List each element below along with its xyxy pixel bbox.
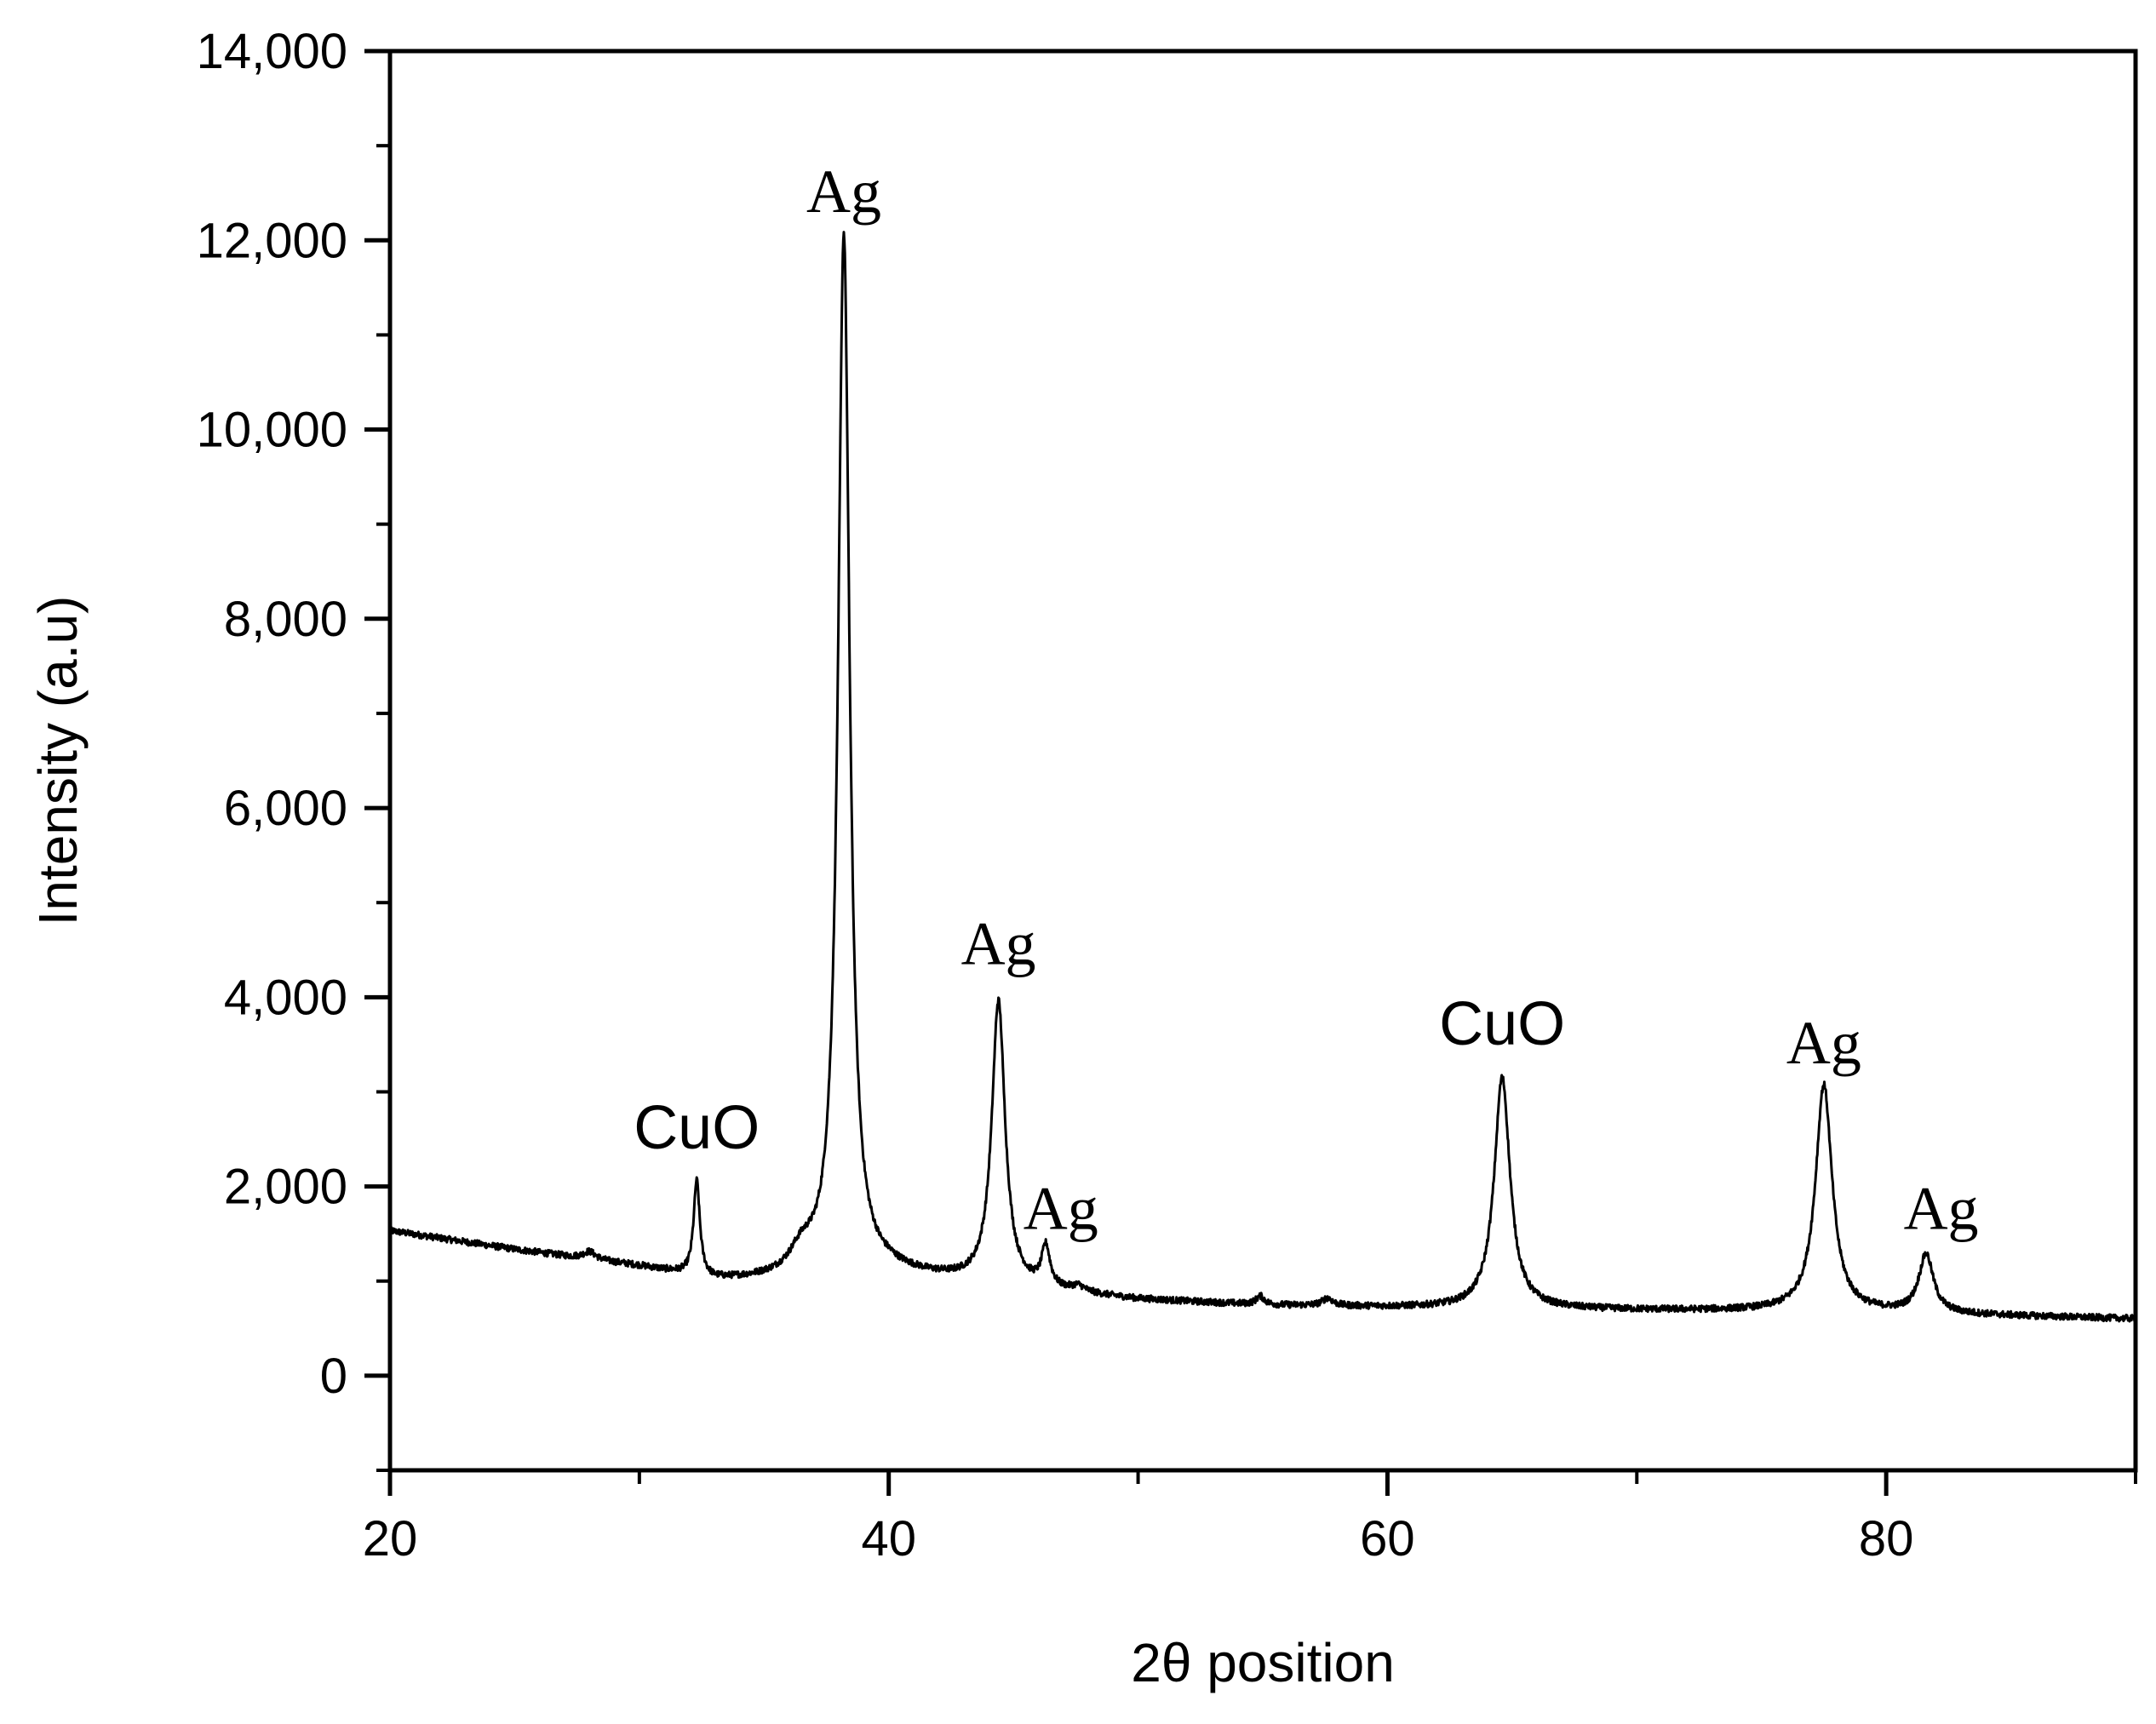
y-tick-label: 0 — [320, 1349, 347, 1404]
y-tick-label: 2,000 — [224, 1160, 347, 1215]
y-tick-label: 6,000 — [224, 781, 347, 836]
x-tick-label: 20 — [363, 1511, 418, 1566]
peak-label-ag: Ag — [961, 909, 1036, 977]
y-tick-label: 4,000 — [224, 970, 347, 1025]
peak-label-cuo: CuO — [1439, 990, 1565, 1058]
plot-area — [388, 231, 2137, 1323]
y-tick-label: 10,000 — [197, 403, 347, 458]
x-tick-label: 80 — [1859, 1511, 1914, 1566]
series-line-xrd — [388, 231, 2137, 1323]
y-tick-label: 14,000 — [197, 24, 347, 79]
peak-label-ag: Ag — [1024, 1175, 1098, 1243]
peak-label-cuo: CuO — [634, 1094, 760, 1162]
peak-annotations: CuO Ag Ag Ag CuO Ag Ag — [634, 158, 1978, 1243]
y-tick-label: 8,000 — [224, 592, 347, 647]
x-tick-label: 40 — [861, 1511, 916, 1566]
x-axis-title: 2θ position — [1131, 1632, 1395, 1693]
axis-ticks — [364, 49, 2137, 1496]
y-axis-title: Intensity (a.u) — [27, 596, 89, 926]
y-tick-label: 12,000 — [197, 213, 347, 268]
axis-tick-labels: 20 40 60 80 0 2,000 4,000 6,000 8,000 10,000 12,00… — [197, 24, 1914, 1566]
x-tick-label: 60 — [1360, 1511, 1415, 1566]
peak-label-ag: Ag — [1904, 1175, 1979, 1243]
axes-frame — [387, 49, 2138, 1473]
peak-label-ag: Ag — [1786, 1009, 1861, 1077]
peak-label-ag: Ag — [806, 158, 881, 226]
